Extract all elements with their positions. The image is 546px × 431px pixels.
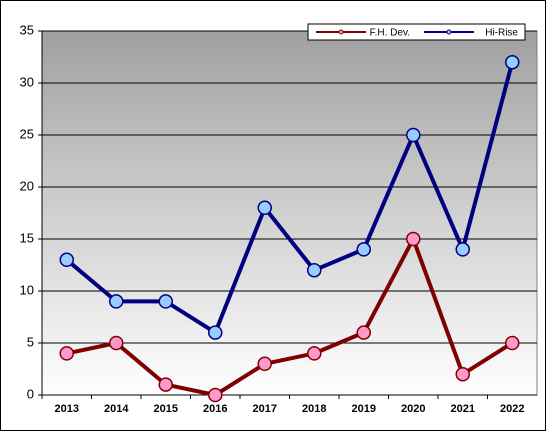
data-point <box>307 262 322 278</box>
data-point <box>59 252 74 268</box>
data-point <box>455 242 470 257</box>
y-tick-label: 35 <box>20 22 34 37</box>
x-tick-label: 2019 <box>352 403 376 415</box>
data-point <box>406 127 421 143</box>
data-point <box>109 335 124 351</box>
x-tick-label: 2017 <box>253 403 277 415</box>
data-point <box>59 346 74 361</box>
legend-box <box>307 23 526 41</box>
data-point <box>208 387 223 403</box>
y-tick-label: 5 <box>27 334 34 349</box>
data-point <box>356 242 371 257</box>
legend-label: F.H. Dev. <box>370 28 410 39</box>
x-tick-label: 2018 <box>302 403 326 415</box>
y-tick-label: 15 <box>20 230 34 245</box>
x-tick-label: 2014 <box>104 403 129 415</box>
x-tick-label: 2022 <box>500 403 524 415</box>
data-point <box>505 335 520 351</box>
data-point <box>356 325 371 340</box>
y-tick-label: 25 <box>20 126 34 141</box>
x-tick-label: 2013 <box>55 403 79 415</box>
x-tick-label: 2021 <box>451 403 475 415</box>
x-tick-label: 2016 <box>203 403 227 415</box>
data-point <box>455 366 470 382</box>
y-tick-label: 30 <box>20 74 34 89</box>
legend-marker <box>338 29 344 35</box>
y-tick-label: 10 <box>20 282 34 297</box>
x-tick-label: 2020 <box>401 403 425 415</box>
series-line <box>65 61 515 335</box>
data-point <box>406 231 421 247</box>
plot-area <box>41 30 538 396</box>
y-tick-label: 0 <box>27 386 34 401</box>
data-point <box>257 356 272 372</box>
y-tick-label: 20 <box>20 178 34 193</box>
data-point <box>158 377 173 392</box>
series-line <box>66 237 514 397</box>
data-point <box>208 325 223 340</box>
data-point <box>109 294 124 309</box>
legend-label: Hi-Rise <box>485 28 518 39</box>
data-point <box>307 346 322 361</box>
data-point <box>158 294 173 309</box>
legend-marker <box>446 29 452 35</box>
x-tick-label: 2015 <box>154 403 178 415</box>
data-point <box>505 54 520 70</box>
data-point <box>257 200 272 216</box>
